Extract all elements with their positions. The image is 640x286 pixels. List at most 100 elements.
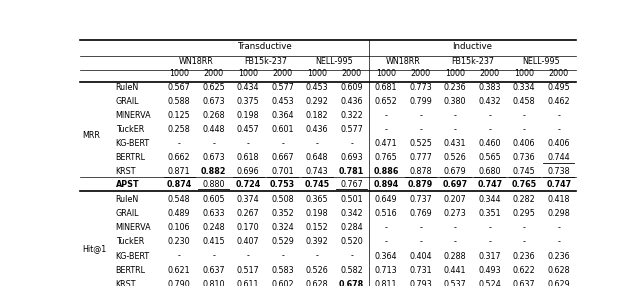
Text: 2000: 2000	[411, 69, 431, 78]
Text: GRAIL: GRAIL	[116, 209, 140, 218]
Text: 0.697: 0.697	[443, 180, 468, 189]
Text: 0.673: 0.673	[202, 97, 225, 106]
Text: Inductive: Inductive	[452, 42, 492, 51]
Text: -: -	[488, 125, 491, 134]
Text: 0.448: 0.448	[202, 125, 225, 134]
Text: 0.880: 0.880	[202, 180, 225, 189]
Text: 0.364: 0.364	[375, 251, 397, 261]
Text: 0.516: 0.516	[375, 209, 397, 218]
Text: 0.744: 0.744	[547, 153, 570, 162]
Text: -: -	[419, 237, 422, 247]
Text: 0.383: 0.383	[479, 83, 501, 92]
Text: -: -	[178, 139, 180, 148]
Text: 0.662: 0.662	[168, 153, 191, 162]
Text: 0.628: 0.628	[547, 266, 570, 275]
Text: 0.601: 0.601	[271, 125, 294, 134]
Text: 0.374: 0.374	[237, 195, 259, 204]
Text: 0.777: 0.777	[409, 153, 432, 162]
Text: 0.170: 0.170	[237, 223, 259, 232]
Text: 0.667: 0.667	[271, 153, 294, 162]
Text: 0.248: 0.248	[202, 223, 225, 232]
Text: FB15k-237: FB15k-237	[244, 57, 287, 66]
Text: -: -	[419, 125, 422, 134]
Text: 0.375: 0.375	[237, 97, 259, 106]
Text: 0.344: 0.344	[479, 195, 501, 204]
Text: 0.268: 0.268	[202, 111, 225, 120]
Text: 0.648: 0.648	[306, 153, 328, 162]
Text: 0.696: 0.696	[237, 167, 259, 176]
Text: BERTRL: BERTRL	[116, 266, 146, 275]
Text: 1000: 1000	[307, 69, 327, 78]
Text: 1000: 1000	[445, 69, 465, 78]
Text: 0.693: 0.693	[340, 153, 363, 162]
Text: 0.458: 0.458	[513, 97, 536, 106]
Text: KRST: KRST	[116, 280, 136, 286]
Text: 2000: 2000	[204, 69, 223, 78]
Text: 0.681: 0.681	[375, 83, 397, 92]
Text: -: -	[350, 251, 353, 261]
Text: WN18RR: WN18RR	[386, 57, 421, 66]
Text: 0.436: 0.436	[306, 125, 328, 134]
Text: 0.441: 0.441	[444, 266, 467, 275]
Text: 0.236: 0.236	[513, 251, 536, 261]
Text: 2000: 2000	[273, 69, 292, 78]
Text: 0.622: 0.622	[513, 266, 536, 275]
Text: 0.737: 0.737	[410, 195, 432, 204]
Text: -: -	[212, 139, 215, 148]
Text: 0.365: 0.365	[306, 195, 328, 204]
Text: 0.633: 0.633	[202, 209, 225, 218]
Text: 0.453: 0.453	[271, 97, 294, 106]
Text: 0.106: 0.106	[168, 223, 190, 232]
Text: KG-BERT: KG-BERT	[116, 251, 150, 261]
Text: -: -	[454, 111, 457, 120]
Text: 0.526: 0.526	[444, 153, 467, 162]
Text: FB15k-237: FB15k-237	[451, 57, 494, 66]
Text: -: -	[557, 237, 560, 247]
Text: 0.894: 0.894	[374, 180, 399, 189]
Text: -: -	[385, 237, 388, 247]
Text: 0.295: 0.295	[513, 209, 536, 218]
Text: WN18RR: WN18RR	[179, 57, 214, 66]
Text: KRST: KRST	[116, 167, 136, 176]
Text: 0.745: 0.745	[305, 180, 330, 189]
Text: MINERVA: MINERVA	[116, 111, 151, 120]
Text: Transductive: Transductive	[238, 42, 292, 51]
Text: 0.628: 0.628	[306, 280, 328, 286]
Text: 0.404: 0.404	[410, 251, 432, 261]
Text: 0.736: 0.736	[513, 153, 536, 162]
Text: -: -	[419, 111, 422, 120]
Text: 0.415: 0.415	[202, 237, 225, 247]
Text: RuleN: RuleN	[116, 195, 139, 204]
Text: 0.322: 0.322	[340, 111, 363, 120]
Text: -: -	[178, 251, 180, 261]
Text: 0.431: 0.431	[444, 139, 467, 148]
Text: 0.230: 0.230	[168, 237, 191, 247]
Text: 0.882: 0.882	[201, 167, 227, 176]
Text: 0.298: 0.298	[547, 209, 570, 218]
Text: -: -	[523, 223, 525, 232]
Text: 0.292: 0.292	[306, 97, 328, 106]
Text: MRR: MRR	[83, 131, 100, 140]
Text: 0.629: 0.629	[547, 280, 570, 286]
Text: 0.810: 0.810	[202, 280, 225, 286]
Text: 1000: 1000	[376, 69, 396, 78]
Text: 0.418: 0.418	[547, 195, 570, 204]
Text: -: -	[454, 125, 457, 134]
Text: 0.769: 0.769	[410, 209, 432, 218]
Text: 0.886: 0.886	[374, 167, 399, 176]
Text: -: -	[385, 111, 388, 120]
Text: 0.577: 0.577	[271, 83, 294, 92]
Text: 0.879: 0.879	[408, 180, 433, 189]
Text: 0.765: 0.765	[375, 153, 397, 162]
Text: 0.351: 0.351	[479, 209, 501, 218]
Text: 0.747: 0.747	[546, 180, 572, 189]
Text: 0.406: 0.406	[547, 139, 570, 148]
Text: 1000: 1000	[238, 69, 258, 78]
Text: 1000: 1000	[169, 69, 189, 78]
Text: 0.525: 0.525	[409, 139, 432, 148]
Text: 0.793: 0.793	[410, 280, 432, 286]
Text: APST: APST	[116, 180, 140, 189]
Text: 0.453: 0.453	[306, 83, 328, 92]
Text: 0.495: 0.495	[547, 83, 570, 92]
Text: 0.152: 0.152	[306, 223, 328, 232]
